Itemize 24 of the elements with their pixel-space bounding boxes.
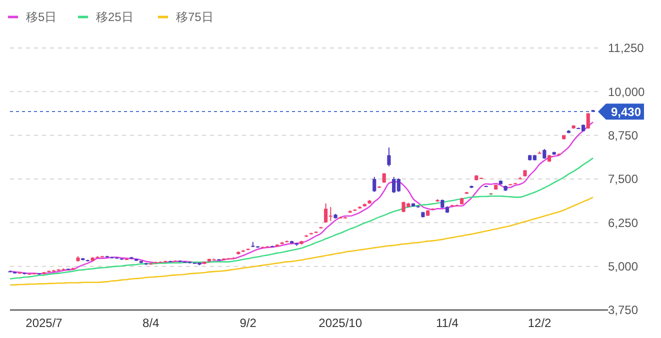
legend-label: 移25日	[96, 10, 134, 24]
ref-line-label: 9,430	[610, 104, 642, 119]
legend-label: 移5日	[26, 10, 57, 24]
y-tick-label: 3,750	[608, 303, 638, 318]
y-tick-label: 11,250	[608, 41, 644, 56]
x-tick-label: 2025/7	[26, 316, 63, 330]
candlestick	[382, 172, 386, 184]
x-tick-label: 8/4	[142, 316, 160, 330]
legend-label: 移75日	[176, 10, 214, 24]
y-tick-label: 5,000	[608, 260, 638, 274]
x-tick-label: 11/4	[436, 316, 459, 330]
line-series	[9, 157, 594, 280]
candlestick	[387, 147, 391, 167]
y-tick-label: 10,000	[608, 84, 646, 99]
x-tick-label: 12/2	[528, 316, 552, 330]
line-series	[9, 196, 594, 286]
candlestick	[372, 176, 376, 192]
candlestick	[586, 112, 590, 130]
line-series	[9, 121, 594, 274]
y-tick-label: 6,250	[608, 216, 638, 230]
x-tick-label: 9/2	[240, 316, 257, 330]
x-tick-label: 2025/10	[318, 316, 362, 330]
y-tick-label: 8,750	[608, 128, 638, 143]
y-tick-label: 7,500	[608, 172, 638, 186]
